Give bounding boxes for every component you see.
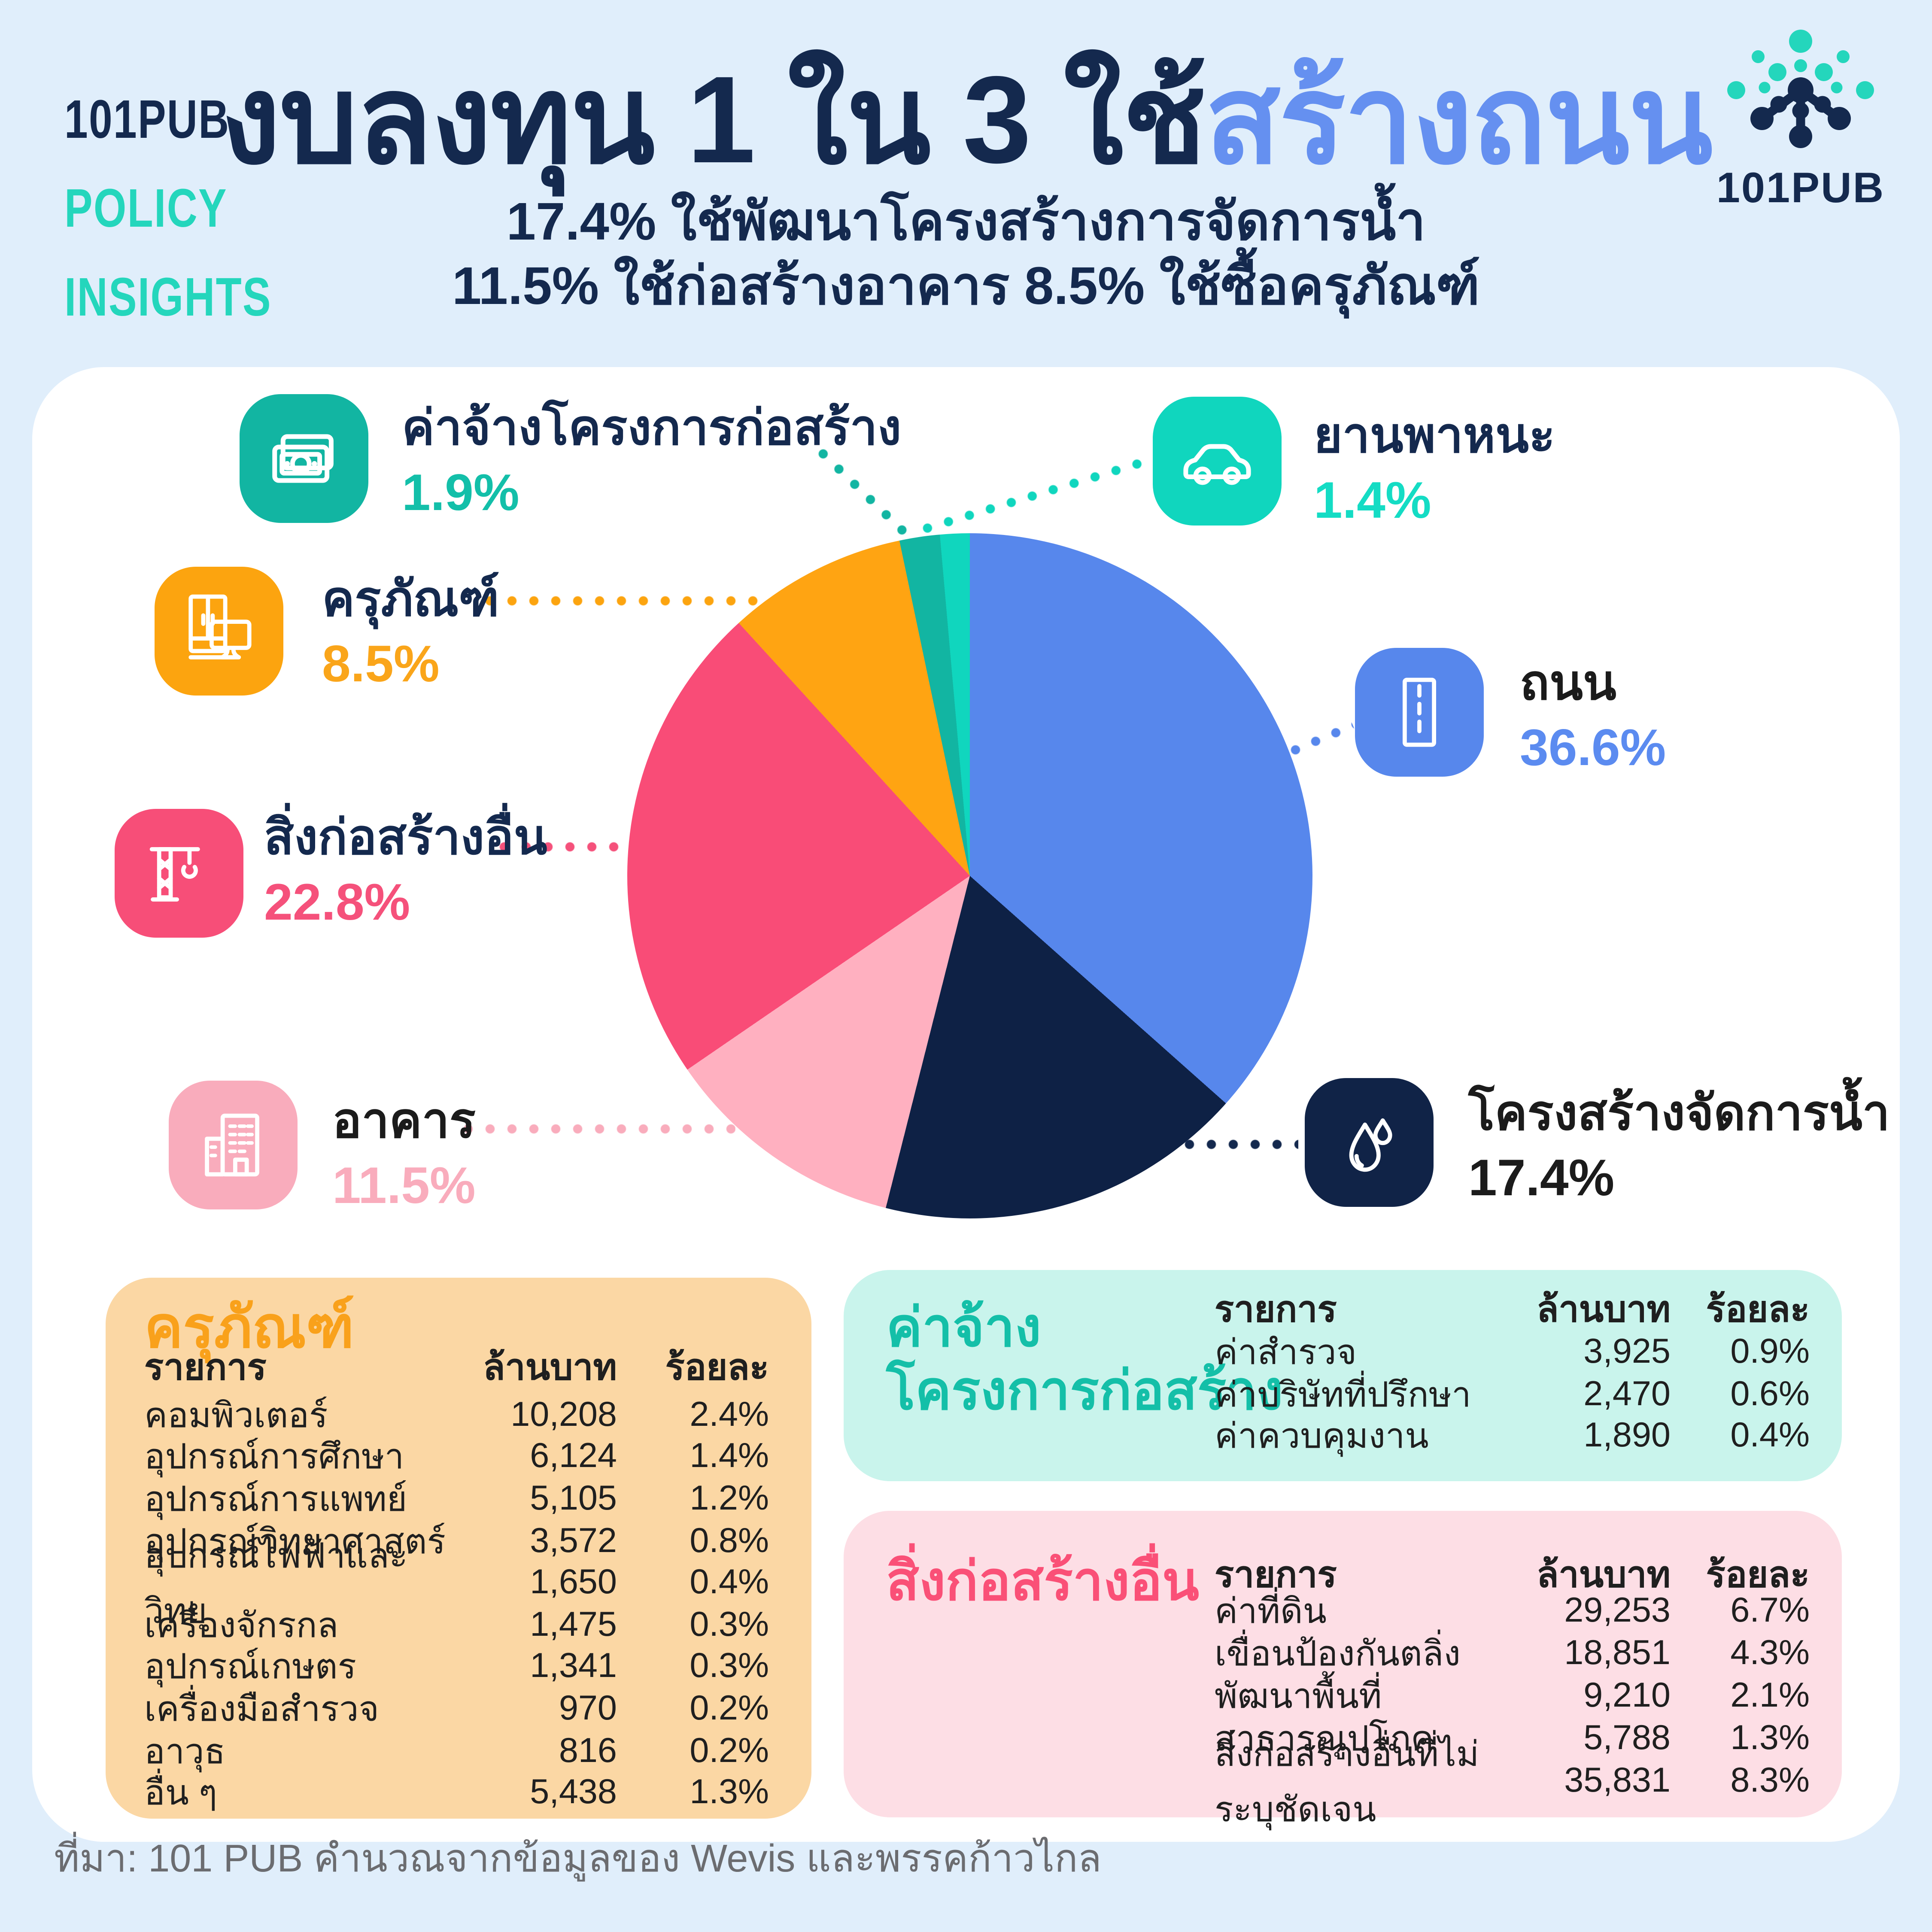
logo-101pub: 101PUB — [1698, 26, 1904, 213]
table-row: อื่น ๆ 5,438 1.3% — [144, 1772, 769, 1813]
callout-title: อาคาร — [332, 1095, 476, 1149]
road-icon — [1355, 648, 1484, 777]
table-row: อุปกรณ์วิทยาศาสตร์ 3,572 0.8% — [144, 1520, 769, 1561]
table-row: ค่าสำรวจ 3,925 0.9% — [1215, 1331, 1810, 1372]
callout-title: สิ่งก่อสร้างอื่น — [264, 811, 547, 866]
callout-percent: 36.6% — [1520, 720, 1666, 777]
table-header: รายการ ล้านบาท ร้อยละ — [1215, 1288, 1810, 1329]
title-blue-part: สร้างถนน — [1205, 52, 1713, 189]
banknotes-icon — [240, 394, 368, 523]
callout-percent: 17.4% — [1468, 1150, 1615, 1207]
table-header: รายการ ล้านบาท ร้อยละ — [144, 1347, 769, 1387]
callout-title: ถนน — [1520, 657, 1616, 711]
callout-title: ยานพาหนะ — [1314, 410, 1555, 464]
table-body: ค่าสำรวจ 3,925 0.9% ค่าบริษัทที่ปรึกษา 2,47… — [1215, 1331, 1810, 1457]
brand-wordmark: 101PUB POLICY INSIGHTS — [64, 75, 330, 341]
crane-icon — [115, 809, 243, 938]
brand-line-insights: INSIGHTS — [64, 267, 272, 327]
callout-percent: 22.8% — [264, 875, 410, 931]
callout-title: โครงสร้างจัดการน้ำ — [1468, 1087, 1890, 1141]
leader-other-construction — [493, 841, 626, 853]
source-note: ที่มา: 101 PUB คำนวณจากข้อมูลของ Wevis แ… — [54, 1838, 1102, 1880]
table-body: คอมพิวเตอร์ 10,208 2.4% อุปกรณ์การศึกษา 6,1… — [144, 1394, 769, 1814]
brand-line-policy: POLICY — [64, 178, 228, 238]
other-construction-table-card: สิ่งก่อสร้างอื่น รายการ ล้านบาท ร้อยละ ค… — [844, 1511, 1842, 1829]
callout-vehicles: ยานพาหนะ 1.4% — [1314, 407, 1555, 532]
callout-equipment: ครุภัณฑ์ 8.5% — [322, 571, 499, 696]
leader-buildings — [457, 1123, 735, 1135]
callout-construction-fees: ค่าจ้างโครงการก่อสร้าง 1.9% — [402, 399, 901, 524]
table-row: อุปกรณ์เกษตร 1,341 0.3% — [144, 1646, 769, 1687]
table-row: อุปกรณ์ไฟฟ้าและวิทยุ 1,650 0.4% — [144, 1536, 769, 1631]
callout-water-infrastructure: โครงสร้างจัดการน้ำ 17.4% — [1468, 1084, 1890, 1209]
table-row: เครื่องจักรกล 1,475 0.3% — [144, 1604, 769, 1645]
table-row: คอมพิวเตอร์ 10,208 2.4% — [144, 1394, 769, 1435]
table-row: เครื่องมือสำรวจ 970 0.2% — [144, 1688, 769, 1728]
table-row: อุปกรณ์การศึกษา 6,124 1.4% — [144, 1437, 769, 1477]
brand-line-101pub: 101PUB — [64, 89, 230, 149]
table-row: สิ่งก่อสร้างอื่นที่ไม่ระบุชัดเจน 35,831 8.… — [1215, 1734, 1810, 1829]
leader-equipment — [479, 595, 765, 607]
card-title: ค่าจ้าง โครงการก่อสร้าง — [886, 1297, 1283, 1421]
table-row: เขื่อนป้องกันตลิ่ง 18,851 4.3% — [1215, 1633, 1810, 1673]
page-title: งบลงทุน 1 ใน 3 ใช้สร้างถนน — [0, 55, 1932, 186]
table-row: ค่าที่ดิน 29,253 6.7% — [1215, 1591, 1810, 1631]
card-title: ครุภัณฑ์ — [144, 1294, 355, 1360]
buildings-icon — [169, 1081, 298, 1209]
furniture-computer-icon — [155, 567, 283, 696]
table-row: พัฒนาพื้นที่ 9,210 2.1% — [1215, 1676, 1810, 1716]
subtitle-line-1: 17.4% ใช้พัฒนาโครงสร้างการจัดการน้ำ — [506, 192, 1426, 251]
callout-title: ค่าจ้างโครงการก่อสร้าง — [402, 402, 902, 456]
table-row: อาวุธ 816 0.2% — [144, 1730, 769, 1771]
table-row: ค่าควบคุมงาน 1,890 0.4% — [1215, 1416, 1810, 1456]
callout-percent: 11.5% — [332, 1158, 476, 1215]
callout-percent: 8.5% — [322, 636, 440, 693]
callout-percent: 1.4% — [1314, 473, 1431, 529]
logo-text: 101PUB — [1716, 164, 1885, 211]
pie-chart — [627, 533, 1312, 1218]
leader-water — [1179, 1139, 1298, 1150]
callout-percent: 1.9% — [402, 465, 519, 522]
title-dark-part: งบลงทุน 1 ใน 3 ใช้ — [220, 52, 1206, 189]
callout-buildings: อาคาร 11.5% — [332, 1092, 476, 1217]
callout-other-construction: สิ่งก่อสร้างอื่น 22.8% — [264, 809, 547, 934]
callout-title: ครุภัณฑ์ — [322, 573, 500, 627]
table-row: อุปกรณ์การแพทย์ 5,105 1.2% — [144, 1478, 769, 1519]
water-drops-icon — [1305, 1078, 1434, 1207]
card-title: สิ่งก่อสร้างอื่น — [886, 1551, 1200, 1611]
subtitle-line-2: 11.5% ใช้ก่อสร้างอาคาร 8.5% ใช้ซื้อครุภั… — [452, 256, 1480, 316]
equipment-table-card: ครุภัณฑ์ รายการ ล้านบาท ร้อยละ คอมพิวเตอ… — [106, 1278, 811, 1819]
table-body: ค่าที่ดิน 29,253 6.7% เขื่อนป้องกันตลิ่ง 18… — [1215, 1589, 1810, 1829]
table-header: รายการ ล้านบาท ร้อยละ — [1215, 1554, 1810, 1594]
table-row: สาธารณูปโภค 5,788 1.3% — [1215, 1718, 1810, 1758]
construction-fees-table-card: ค่าจ้าง โครงการก่อสร้าง รายการ ล้านบาท ร… — [844, 1270, 1842, 1481]
table-row: ค่าบริษัทที่ปรึกษา 2,470 0.6% — [1215, 1373, 1810, 1414]
callout-roads: ถนน 36.6% — [1520, 654, 1666, 779]
car-icon — [1153, 397, 1282, 526]
network-dots-icon — [1727, 30, 1874, 148]
